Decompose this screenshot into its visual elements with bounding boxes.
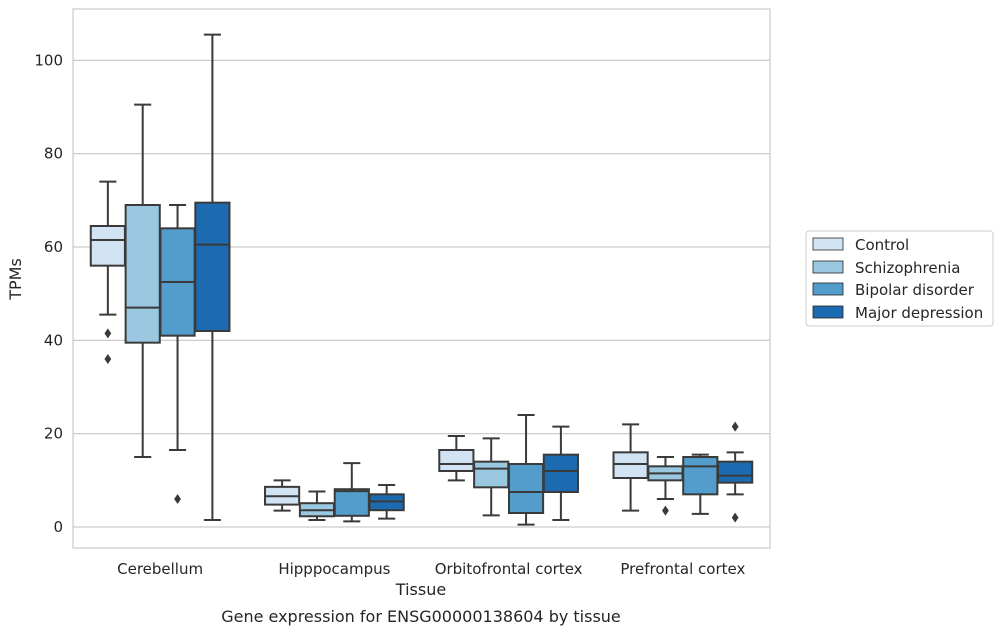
box-schizophrenia-prefrontal-cortex-outlier-0 [662,505,669,516]
box-schizophrenia-cerebellum-iqr [124,204,161,344]
y-tick-label-40: 40 [44,331,63,349]
legend-frame [805,230,994,327]
box-schizophrenia-orbitofrontal-cortex [473,437,510,517]
box-major-depression-prefrontal-cortex-outlier-1 [731,512,739,523]
box-bipolar-disorder-cerebellum [159,204,196,504]
box-bipolar-disorder-prefrontal-cortex-iqr [682,456,719,496]
legend-swatch-schizophrenia [812,260,844,274]
box-bipolar-disorder-prefrontal-cortex [682,453,719,515]
box-schizophrenia-hipppocampus [298,490,336,521]
box-major-depression-hipppocampus [368,484,405,520]
legend-label-schizophrenia: Schizophrenia [855,259,960,277]
y-axis-ticks: 0 20 40 60 80 100 [34,51,63,536]
legend-label-major-depression: Major depression [855,304,983,322]
x-tick-label-prefrontal-cortex: Prefrontal cortex [620,560,745,578]
box-control-prefrontal-cortex-iqr [612,451,649,480]
box-schizophrenia-orbitofrontal-cortex-iqr [473,460,510,489]
box-bipolar-disorder-hipppocampus [333,462,370,523]
legend-swatch-bipolar-disorder [812,282,844,296]
x-axis-ticks: Cerebellum Hipppocampus Orbitofrontal cort… [117,560,745,578]
box-control-cerebellum-outlier-0 [104,328,112,339]
y-tick-label-20: 20 [44,425,63,443]
y-tick-label-60: 60 [44,238,63,256]
plot-frame [72,8,771,549]
legend-label-control: Control [855,236,909,254]
box-control-orbitofrontal-cortex [438,435,475,482]
box-major-depression-orbitofrontal-cortex [542,425,579,521]
box-bipolar-disorder-orbitofrontal-cortex-iqr [507,463,545,514]
x-tick-label-hipppocampus: Hipppocampus [278,560,390,578]
y-axis-title: TPMs [6,258,25,301]
box-control-orbitofrontal-cortex-iqr [438,449,475,472]
figure-caption: Gene expression for ENSG00000138604 by t… [221,607,621,626]
box-major-depression-prefrontal-cortex-outlier-0 [731,421,739,432]
box-major-depression-prefrontal-cortex [717,421,754,523]
box-control-cerebellum-outlier-1 [104,354,112,364]
x-tick-label-cerebellum: Cerebellum [117,560,203,578]
box-bipolar-disorder-hipppocampus-iqr [333,488,370,517]
box-plot-area [89,33,754,526]
legend-label-bipolar-disorder: Bipolar disorder [855,281,975,299]
y-tick-label-100: 100 [34,51,63,69]
x-axis-title: Tissue [395,580,446,599]
box-major-depression-orbitofrontal-cortex-iqr [542,453,579,493]
box-schizophrenia-cerebellum [124,103,161,458]
legend: Control Schizophrenia Bipolar disorder M… [805,230,994,327]
y-tick-label-80: 80 [44,145,63,163]
box-major-depression-prefrontal-cortex-iqr [717,460,754,484]
box-control-cerebellum-iqr [89,225,126,267]
legend-swatch-major-depression [812,305,844,319]
box-control-cerebellum [89,180,126,364]
box-bipolar-disorder-orbitofrontal-cortex [507,414,545,526]
y-tick-label-0: 0 [53,518,63,536]
box-major-depression-cerebellum-iqr [194,201,231,332]
box-major-depression-cerebellum [194,33,231,521]
box-control-hipppocampus [264,479,301,512]
legend-swatch-control [812,237,844,251]
x-tick-label-orbitofrontal-cortex: Orbitofrontal cortex [435,560,583,578]
box-bipolar-disorder-cerebellum-outlier-0 [174,494,181,504]
box-control-prefrontal-cortex [612,423,649,512]
box-schizophrenia-prefrontal-cortex [647,456,684,516]
